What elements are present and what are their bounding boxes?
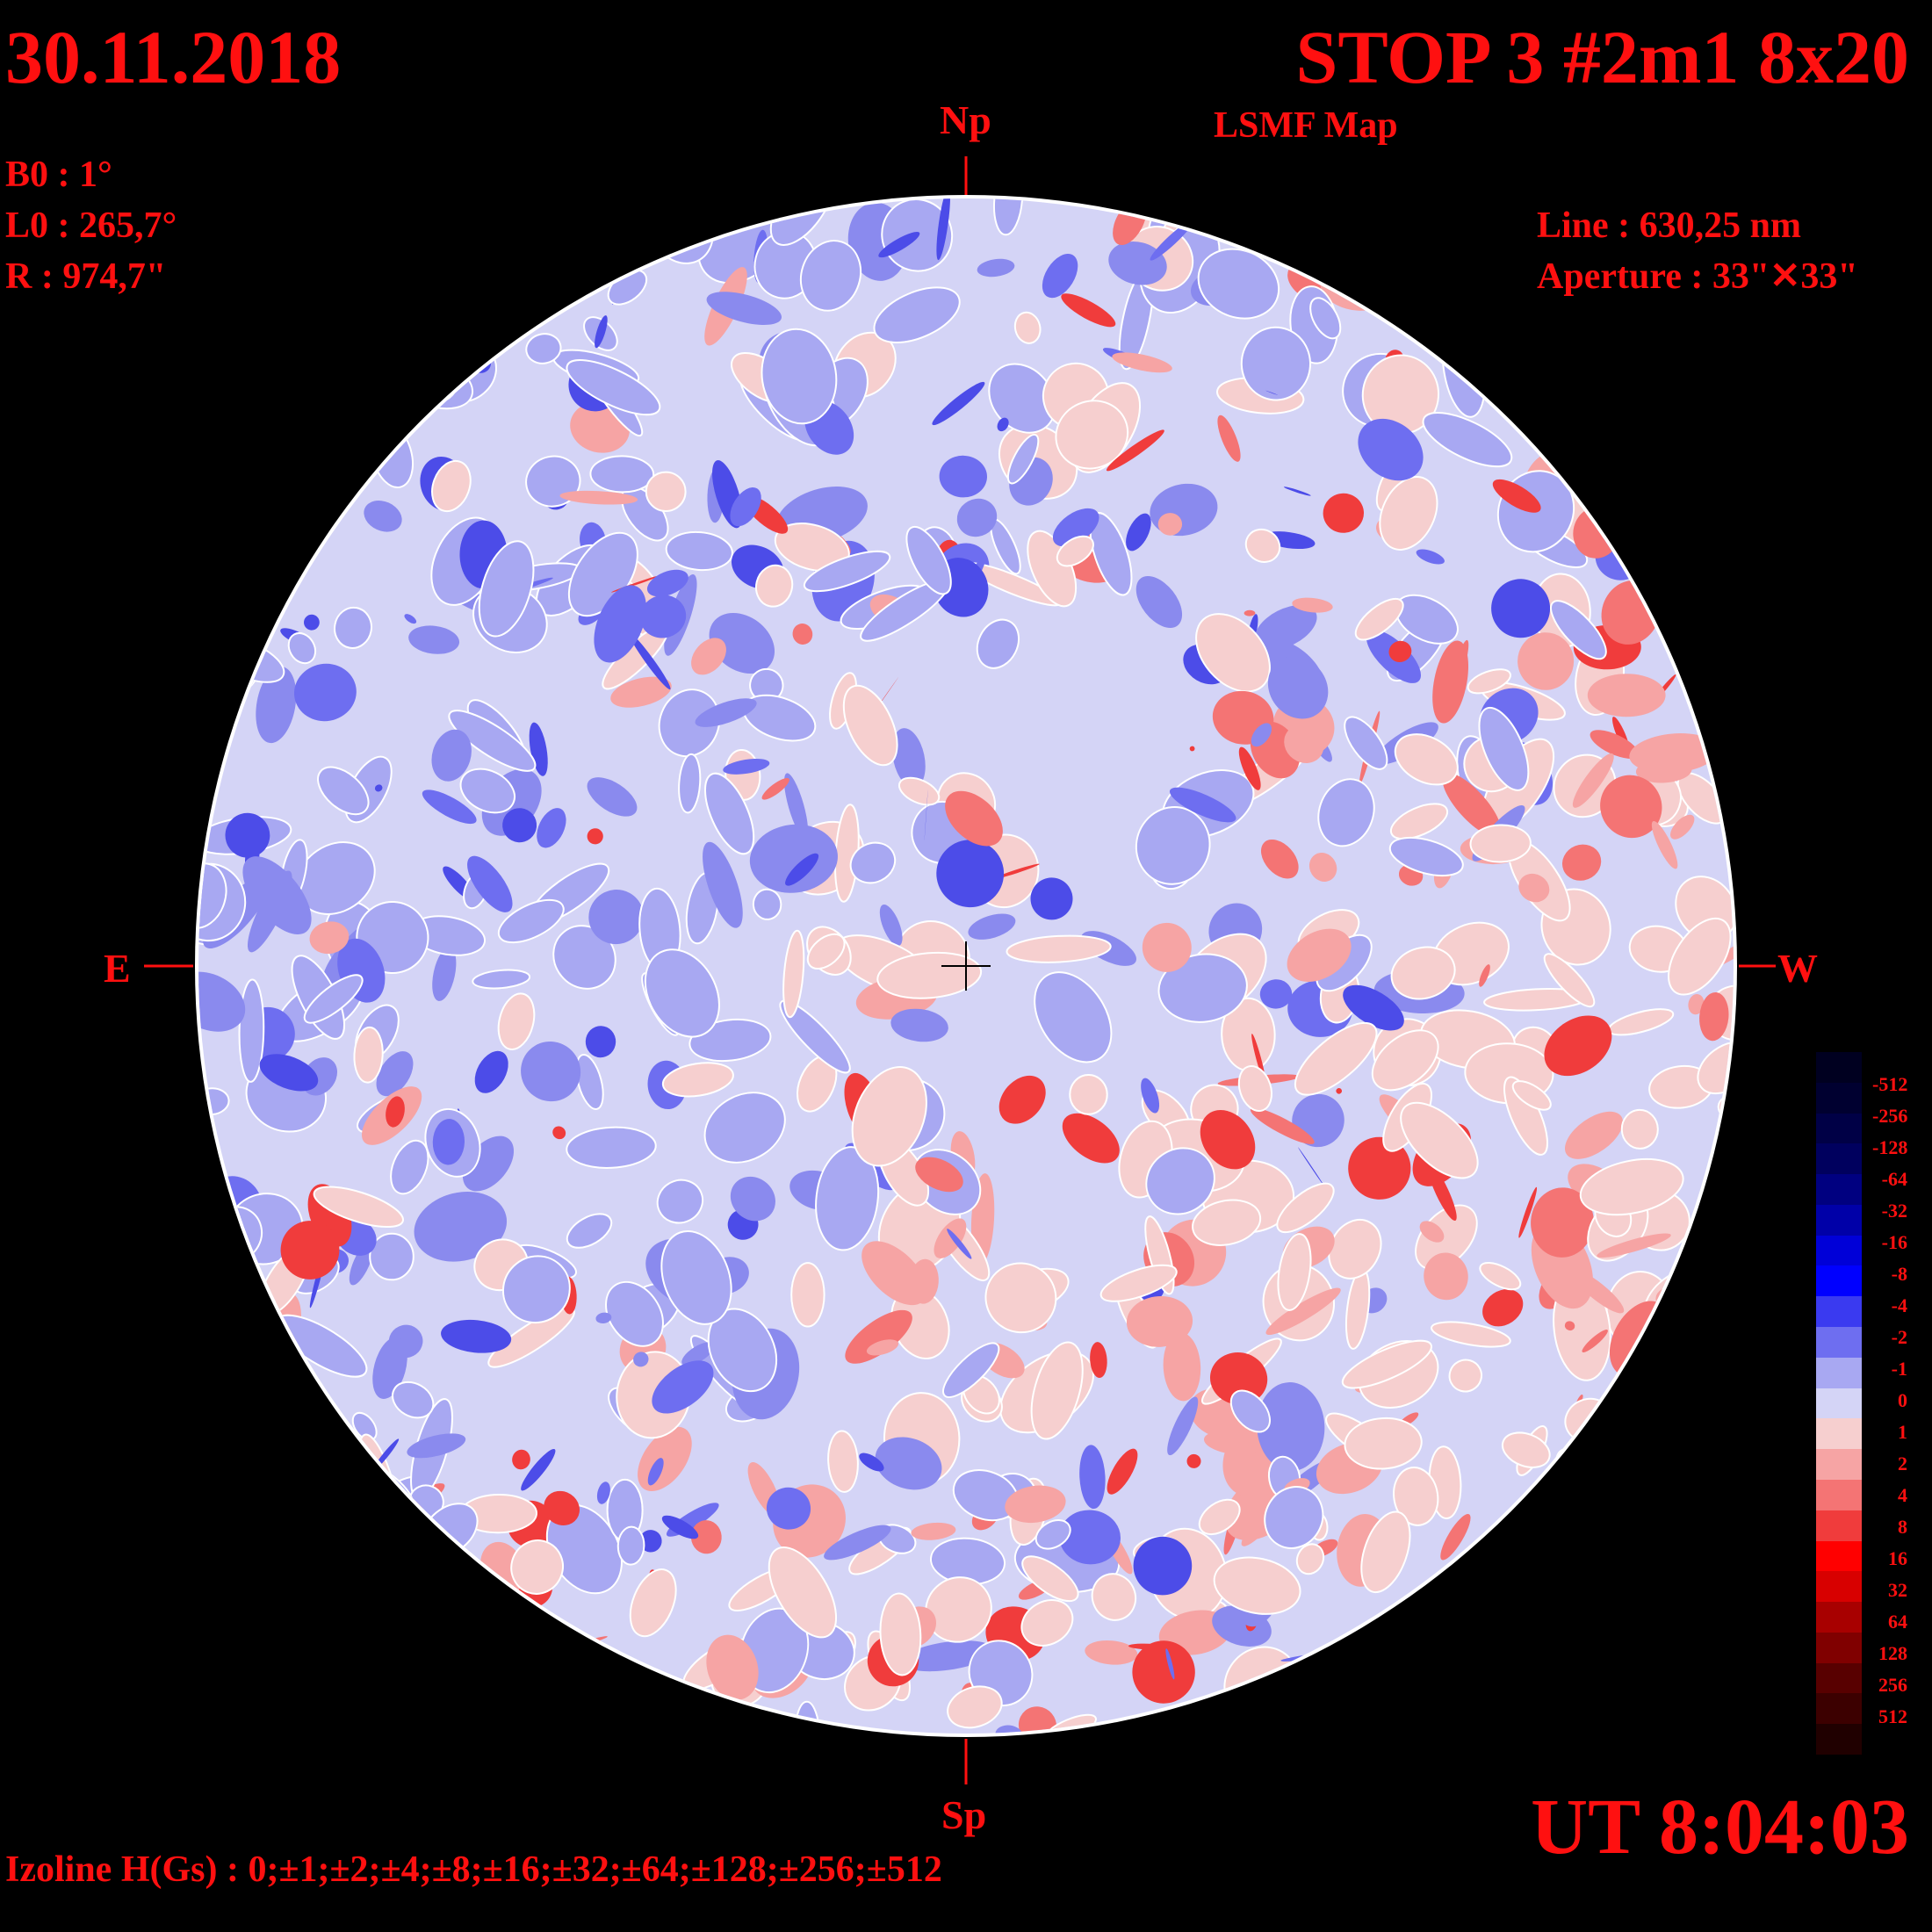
map-subtitle: LSMF Map	[1214, 105, 1398, 146]
colorbar-label: -4	[1891, 1294, 1907, 1316]
east-label: E	[104, 946, 131, 991]
colorbar-label: 256	[1878, 1674, 1907, 1696]
colorbar-cell	[1816, 1143, 1862, 1175]
colorbar-cell	[1816, 1174, 1862, 1206]
colorbar-cell	[1816, 1449, 1862, 1481]
colorbar-cell	[1816, 1082, 1862, 1114]
isoline-levels: Izoline H(Gs) : 0;±1;±2;±4;±8;±16;±32;±6…	[5, 1849, 942, 1890]
west-label: W	[1777, 946, 1818, 991]
l0-value: L0 : 265,7°	[5, 205, 177, 246]
colorbar-label: -32	[1881, 1200, 1907, 1222]
colorbar-label: 2	[1898, 1453, 1907, 1474]
colorbar-cell	[1816, 1357, 1862, 1389]
colorbar-label: -128	[1872, 1136, 1908, 1158]
aperture-value: Aperture : 33"✕33"	[1537, 256, 1858, 297]
colorbar-cell	[1816, 1479, 1862, 1511]
colorbar-cell	[1816, 1693, 1862, 1725]
south-pole-label: Sp	[941, 1792, 987, 1837]
colorbar-label: 64	[1888, 1611, 1907, 1633]
colorbar-label: -1	[1891, 1358, 1907, 1380]
colorbar-label: 4	[1898, 1484, 1907, 1506]
colorbar	[1816, 1052, 1862, 1755]
colorbar-label: -512	[1872, 1073, 1908, 1095]
colorbar-cell	[1816, 1662, 1862, 1694]
colorbar-label: 32	[1888, 1579, 1907, 1601]
map-title: STOP 3 #2m1 8x20	[1295, 15, 1909, 99]
spectral-line: Line : 630,25 nm	[1537, 205, 1802, 246]
colorbar-label: -256	[1872, 1105, 1908, 1127]
colorbar-cell	[1816, 1724, 1862, 1755]
colorbar-label: 512	[1878, 1705, 1907, 1727]
colorbar-cell	[1816, 1204, 1862, 1236]
colorbar-cell	[1816, 1296, 1862, 1328]
colorbar-label: -16	[1881, 1231, 1907, 1253]
b0-value: B0 : 1°	[5, 155, 112, 195]
colorbar-cell	[1816, 1418, 1862, 1450]
colorbar-cell	[1816, 1510, 1862, 1542]
colorbar-label: 8	[1898, 1516, 1907, 1538]
radius-value: R : 974,7"	[5, 256, 167, 297]
colorbar-cell	[1816, 1602, 1862, 1633]
colorbar-cell	[1816, 1388, 1862, 1419]
colorbar-cell	[1816, 1327, 1862, 1359]
colorbar-label: 16	[1888, 1547, 1907, 1569]
colorbar-label: -8	[1891, 1263, 1907, 1285]
colorbar-label: 128	[1878, 1642, 1907, 1664]
colorbar-label: -2	[1891, 1326, 1907, 1348]
colorbar-label: 0	[1898, 1389, 1907, 1411]
north-pole-label: Np	[940, 97, 991, 142]
colorbar-cell	[1816, 1540, 1862, 1572]
colorbar-cell	[1816, 1235, 1862, 1266]
colorbar-cell	[1816, 1571, 1862, 1603]
observation-date: 30.11.2018	[5, 15, 342, 99]
colorbar-cell	[1816, 1265, 1862, 1297]
magnetic-field-pattern	[198, 198, 1734, 1734]
colorbar-label: 1	[1898, 1421, 1907, 1443]
colorbar-cell	[1816, 1052, 1862, 1084]
colorbar-cell	[1816, 1632, 1862, 1664]
colorbar-label: -64	[1881, 1168, 1907, 1190]
colorbar-cell	[1816, 1113, 1862, 1144]
ut-time: UT 8:04:03	[1531, 1784, 1909, 1871]
